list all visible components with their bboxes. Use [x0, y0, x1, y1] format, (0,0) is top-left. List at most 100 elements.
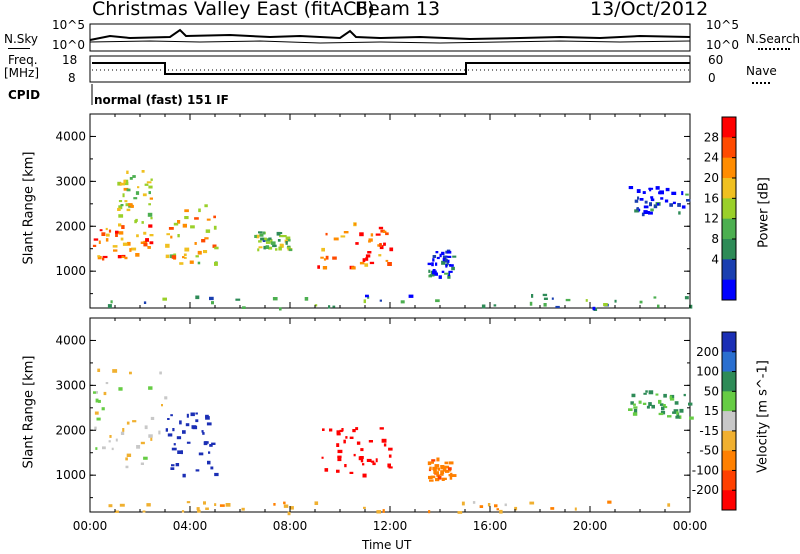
heatmap-cell: [667, 503, 671, 507]
heatmap-cell: [164, 396, 168, 400]
heatmap-cell: [367, 296, 370, 299]
heatmap-cell: [94, 411, 99, 415]
heatmap-cell: [655, 186, 660, 190]
heatmap-cell: [336, 443, 340, 447]
heatmap-cell: [126, 188, 131, 192]
heatmap-cell: [336, 433, 341, 436]
heatmap-cell: [429, 479, 434, 482]
heatmap-cell: [592, 306, 596, 311]
heatmap-cell: [123, 181, 129, 186]
heatmap-cell: [279, 243, 284, 248]
colorbar-swatch: [722, 490, 736, 511]
heatmap-cell: [441, 260, 446, 265]
heatmap-cell: [359, 232, 364, 237]
heatmap-cell: [182, 223, 187, 228]
colorbar-swatch: [722, 351, 736, 373]
colorbar-tick-label: -50: [699, 444, 719, 458]
heatmap-cell: [120, 237, 124, 241]
heatmap-cell: [408, 294, 414, 298]
heatmap-cell: [102, 446, 106, 450]
heatmap-cell: [628, 408, 633, 411]
heatmap-cell: [146, 181, 152, 184]
heatmap-cell: [658, 399, 662, 404]
heatmap-cell: [205, 229, 211, 233]
heatmap-cell: [663, 393, 667, 398]
velocity-ylabel: Slant Range [km]: [21, 355, 37, 469]
heatmap-cell: [148, 185, 153, 189]
heatmap-cell: [628, 186, 634, 190]
heatmap-cell: [196, 507, 200, 511]
heatmap-cell: [433, 470, 437, 474]
heatmap-cell: [118, 387, 123, 391]
heatmap-cell: [206, 422, 212, 426]
heatmap-cell: [643, 210, 648, 214]
heatmap-cell: [658, 412, 664, 416]
heatmap-cell: [656, 203, 660, 206]
heatmap-cell: [177, 220, 181, 224]
heatmap-cell: [263, 237, 267, 241]
heatmap-cell: [276, 231, 281, 236]
heatmap-cell: [119, 503, 125, 507]
heatmap-cell: [198, 208, 201, 213]
sky-left-tick-bottom: 10^0: [52, 38, 85, 52]
heatmap-cell: [436, 256, 440, 260]
heatmap-cell: [355, 427, 359, 431]
heatmap-cell: [118, 214, 124, 218]
heatmap-cell: [120, 255, 125, 258]
heatmap-cell: [448, 461, 454, 465]
heatmap-cell: [321, 247, 325, 252]
heatmap-cell: [286, 246, 291, 249]
heatmap-cell: [120, 182, 125, 186]
colorbar-tick-label: 15: [704, 404, 719, 418]
heatmap-cell: [659, 190, 664, 195]
heatmap-cell: [126, 453, 132, 457]
heatmap-cell: [273, 503, 276, 506]
heatmap-cell: [551, 297, 554, 300]
heatmap-cell: [122, 428, 125, 432]
heatmap-cell: [444, 461, 448, 465]
heatmap-cell: [428, 475, 433, 480]
heatmap-cell: [323, 258, 327, 261]
heatmap-cell: [101, 232, 106, 236]
heatmap-cell: [184, 216, 189, 220]
heatmap-cell: [150, 217, 153, 220]
heatmap-cell: [493, 304, 497, 307]
heatmap-cell: [285, 236, 291, 240]
heatmap-cell: [650, 198, 655, 202]
heatmap-cell: [135, 253, 140, 257]
heatmap-cell: [120, 431, 125, 435]
heatmap-cell: [499, 509, 503, 514]
heatmap-cell: [607, 500, 612, 504]
heatmap-cell: [197, 250, 202, 255]
heatmap-cell: [439, 253, 442, 258]
heatmap-cell: [144, 425, 148, 430]
heatmap-cell: [259, 233, 264, 237]
heatmap-cell: [325, 232, 328, 236]
heatmap-cell: [328, 305, 331, 309]
heatmap-cell: [332, 256, 337, 260]
heatmap-cell: [667, 415, 672, 418]
heatmap-cell: [140, 241, 144, 244]
heatmap-cell: [369, 261, 375, 265]
freq-left-tick-bottom: 8: [68, 71, 76, 85]
heatmap-cell: [447, 275, 451, 279]
colorbar-swatch: [722, 391, 736, 412]
heatmap-cell: [128, 203, 133, 207]
heatmap-cell: [165, 428, 168, 432]
heatmap-cell: [444, 272, 449, 275]
heatmap-cell: [204, 237, 209, 240]
colorbar-swatch: [722, 450, 736, 471]
heatmap-cell: [451, 266, 455, 271]
heatmap-cell: [201, 430, 204, 433]
heatmap-cell: [99, 229, 103, 232]
heatmap-cell: [254, 234, 257, 238]
heatmap-cell: [661, 406, 665, 411]
freq-panel-frame: [89, 55, 691, 83]
time-axis-label: Time UT: [362, 538, 412, 552]
heatmap-cell: [633, 408, 638, 413]
heatmap-cell: [175, 463, 180, 467]
heatmap-cell: [329, 428, 333, 432]
heatmap-cell: [339, 429, 343, 433]
heatmap-cell: [383, 242, 386, 246]
heatmap-cell: [648, 211, 653, 215]
